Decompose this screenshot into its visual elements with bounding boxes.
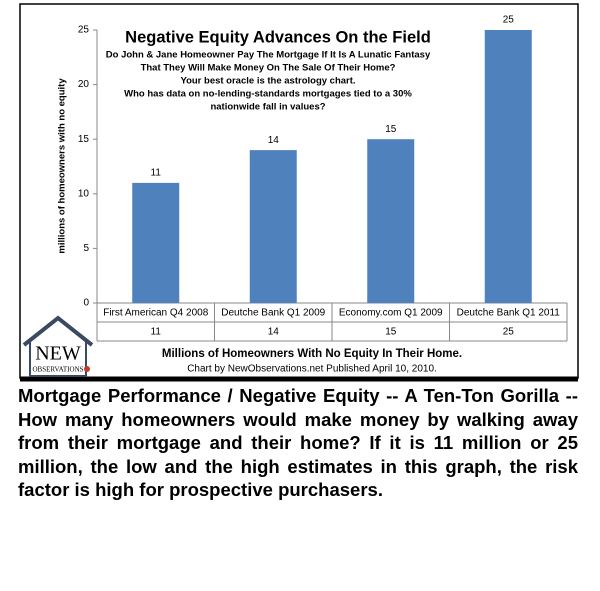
data-label: 15	[385, 124, 397, 135]
chart: Negative Equity Advances On the Field mi…	[19, 3, 579, 382]
y-tick-label: 20	[78, 79, 90, 90]
table-value: 25	[503, 327, 515, 338]
x-axis-title: Millions of Homeowners With No Equity In…	[162, 348, 462, 360]
logo-house	[29, 341, 87, 377]
bar	[132, 182, 180, 303]
x-tick-label: Economy.com Q1 2009	[339, 308, 443, 319]
chart-note: Chart by NewObservations.net Published A…	[187, 364, 437, 375]
chart-subtitle: Your best oracle is the astrology chart.	[180, 76, 355, 87]
x-tick-label: Deutche Bank Q1 2009	[221, 308, 325, 319]
data-label: 25	[503, 15, 515, 26]
data-label: 14	[268, 135, 280, 146]
y-tick-label: 5	[83, 243, 89, 254]
chart-subtitle: That They Will Make Money On The Sale Of…	[141, 63, 396, 74]
table-value: 14	[268, 327, 280, 338]
logo-subtext: OBSERVATIONS	[32, 366, 83, 374]
data-label: 11	[151, 168, 162, 179]
bar	[367, 139, 415, 303]
bar	[484, 30, 532, 303]
y-tick-label: 10	[78, 188, 90, 199]
bar	[249, 150, 297, 303]
chart-subtitle: nationwide fall in values?	[210, 102, 325, 113]
y-tick-label: 15	[78, 134, 90, 145]
chart-subtitle: Do John & Jane Homeowner Pay The Mortgag…	[106, 50, 431, 61]
table-value: 15	[385, 327, 397, 338]
logo-text: NEW	[35, 343, 81, 365]
logo: NEW OBSERVATIONS	[22, 315, 94, 377]
x-tick-label: Deutche Bank Q1 2011	[457, 308, 561, 319]
logo-dot	[84, 366, 90, 372]
chart-subtitle: Who has data on no-lending-standards mor…	[124, 89, 412, 100]
logo-roof	[22, 315, 94, 347]
table-value: 11	[151, 327, 162, 338]
x-tick-label: First American Q4 2008	[103, 308, 208, 319]
caption: Mortgage Performance / Negative Equity -…	[18, 385, 578, 500]
y-tick-label: 0	[83, 298, 89, 309]
y-axis-title: millions of homeowners with no equity	[57, 78, 68, 254]
chart-title: Negative Equity Advances On the Field	[125, 28, 431, 46]
y-tick-label: 25	[78, 25, 90, 36]
